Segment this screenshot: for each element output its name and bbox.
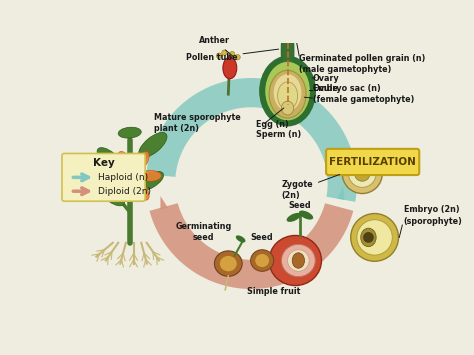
Ellipse shape (260, 56, 315, 126)
Ellipse shape (282, 101, 294, 115)
Ellipse shape (135, 181, 149, 200)
Ellipse shape (278, 82, 298, 110)
Ellipse shape (361, 228, 376, 247)
Text: Pollen tube: Pollen tube (186, 49, 279, 62)
Ellipse shape (280, 11, 289, 24)
Text: Haploid (n): Haploid (n) (98, 173, 148, 182)
Text: Sperm (n): Sperm (n) (256, 130, 301, 138)
Text: Anther: Anther (199, 36, 234, 57)
Circle shape (222, 50, 227, 55)
Polygon shape (160, 196, 168, 209)
Ellipse shape (214, 251, 242, 276)
Ellipse shape (288, 250, 309, 271)
Ellipse shape (236, 235, 246, 242)
Text: Germinating
seed: Germinating seed (175, 222, 232, 242)
Ellipse shape (97, 148, 122, 170)
Text: Germinated pollen grain (n)
(male gametophyte): Germinated pollen grain (n) (male gameto… (299, 54, 426, 74)
Text: Embryo sac (n)
(female gametophyte): Embryo sac (n) (female gametophyte) (313, 84, 414, 104)
Ellipse shape (265, 62, 310, 120)
Ellipse shape (140, 170, 161, 181)
Text: Simple fruit: Simple fruit (247, 288, 301, 296)
Text: Seed: Seed (251, 234, 273, 242)
Ellipse shape (282, 19, 293, 28)
Ellipse shape (342, 153, 383, 193)
Ellipse shape (223, 57, 237, 79)
Ellipse shape (269, 235, 321, 285)
Text: Diploid (2n): Diploid (2n) (98, 187, 151, 196)
Ellipse shape (118, 152, 132, 171)
Circle shape (216, 53, 222, 58)
Circle shape (229, 51, 235, 57)
Ellipse shape (118, 127, 141, 138)
Text: Ovule: Ovule (313, 84, 339, 93)
Ellipse shape (220, 256, 237, 271)
Circle shape (355, 166, 370, 181)
Ellipse shape (282, 20, 294, 82)
Text: Mature sporophyte
plant (2n): Mature sporophyte plant (2n) (155, 113, 241, 133)
Ellipse shape (255, 254, 269, 267)
Circle shape (126, 168, 141, 184)
Polygon shape (146, 78, 357, 202)
Ellipse shape (299, 211, 313, 220)
Ellipse shape (348, 160, 376, 187)
Text: Ovary: Ovary (313, 74, 340, 83)
Text: Egg (n): Egg (n) (256, 120, 289, 129)
Text: Embryo (2n)
(sporophyte): Embryo (2n) (sporophyte) (404, 206, 463, 225)
Ellipse shape (251, 250, 273, 271)
Ellipse shape (357, 220, 392, 255)
Ellipse shape (282, 244, 315, 277)
Ellipse shape (106, 170, 128, 181)
FancyBboxPatch shape (326, 149, 419, 175)
FancyBboxPatch shape (62, 153, 145, 201)
Ellipse shape (351, 214, 399, 261)
Text: Seed: Seed (289, 201, 311, 210)
Ellipse shape (101, 187, 124, 206)
Circle shape (363, 232, 374, 243)
Ellipse shape (273, 74, 301, 111)
Ellipse shape (118, 181, 132, 200)
Polygon shape (149, 203, 353, 289)
Text: Key: Key (93, 158, 114, 169)
Ellipse shape (136, 171, 164, 191)
Ellipse shape (287, 213, 301, 222)
Ellipse shape (135, 152, 149, 171)
Ellipse shape (139, 132, 167, 158)
Text: Zygote
(2n): Zygote (2n) (282, 174, 340, 200)
Ellipse shape (269, 70, 306, 118)
Ellipse shape (292, 253, 304, 268)
Text: FERTILIZATION: FERTILIZATION (329, 157, 416, 167)
Polygon shape (337, 186, 345, 200)
Circle shape (235, 55, 240, 60)
